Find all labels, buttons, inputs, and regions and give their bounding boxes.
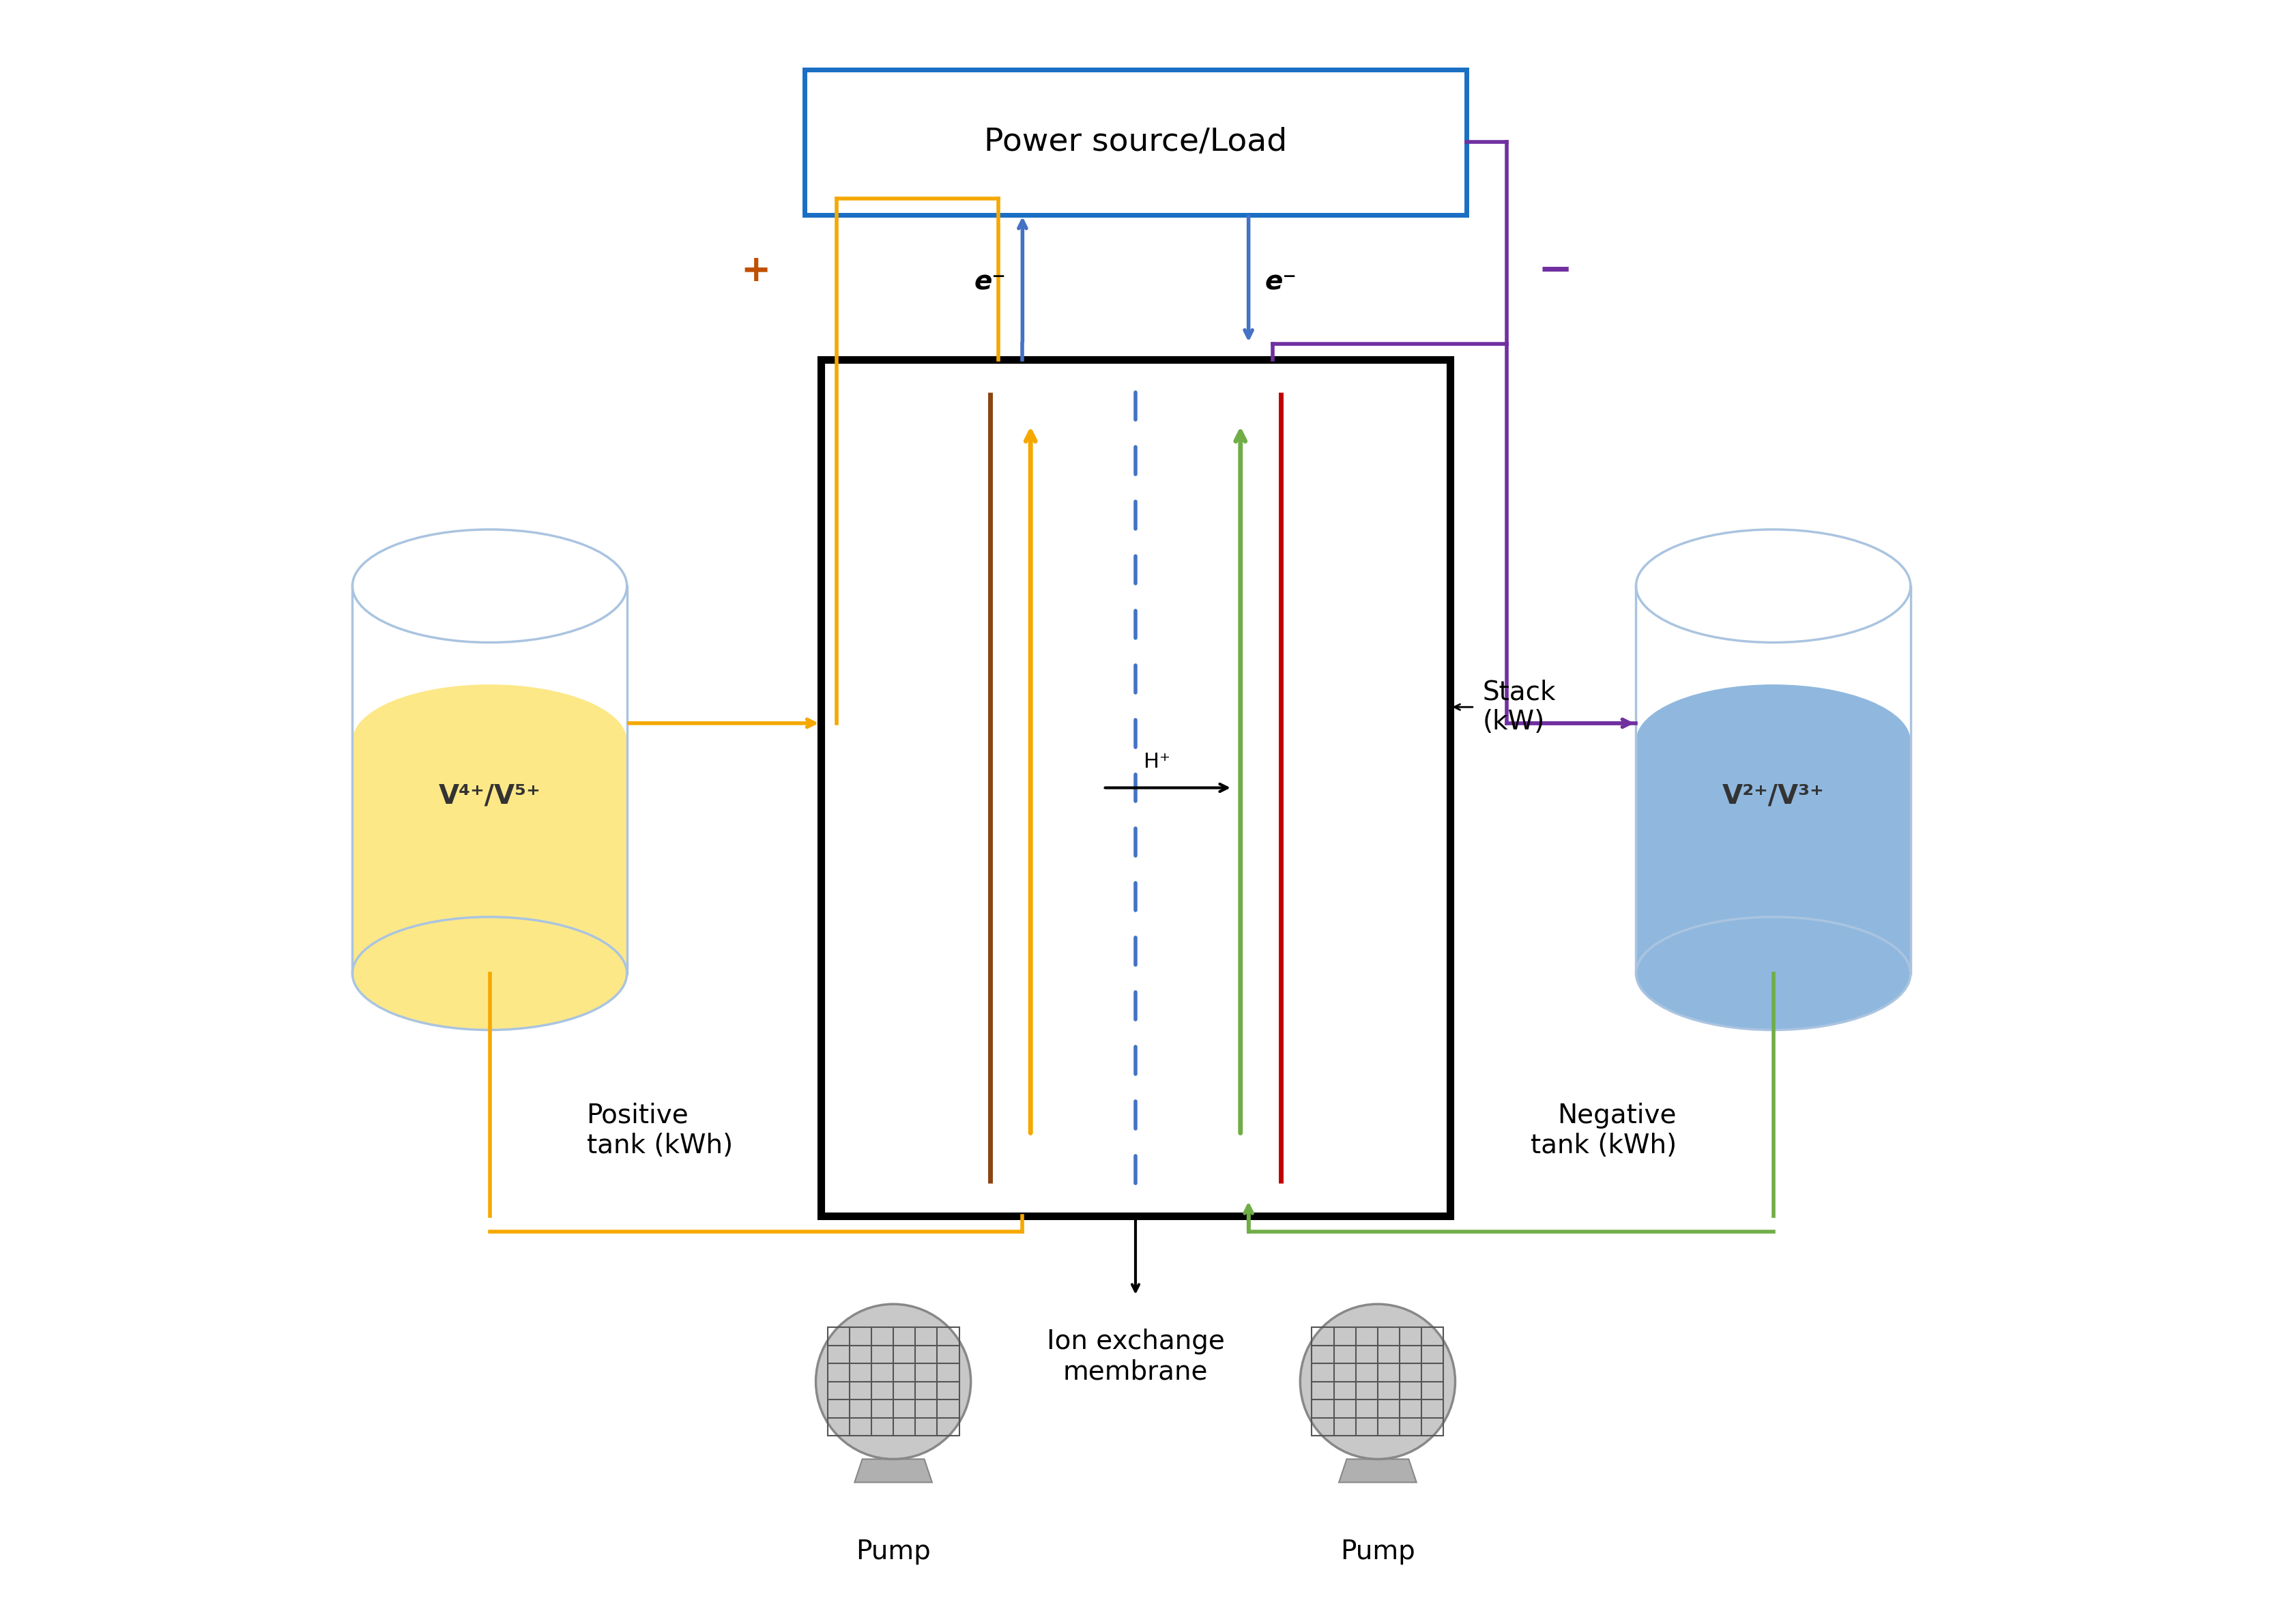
Text: e⁻: e⁻ [1265,270,1297,296]
Ellipse shape [352,918,627,1030]
Polygon shape [352,586,627,973]
Polygon shape [352,741,627,973]
Bar [820,361,1451,1216]
Text: −: − [1537,252,1574,291]
Text: Pump: Pump [856,1538,931,1564]
Polygon shape [1635,586,1910,973]
Ellipse shape [1635,529,1910,643]
Circle shape [1301,1304,1456,1458]
Text: e⁻: e⁻ [974,270,1006,296]
Polygon shape [1340,1458,1417,1483]
Circle shape [815,1304,970,1458]
Text: Pump: Pump [1340,1538,1415,1564]
Polygon shape [1635,741,1910,973]
Text: V⁴⁺/V⁵⁺: V⁴⁺/V⁵⁺ [438,783,540,809]
Text: +: + [740,253,772,289]
Text: V²⁺/V³⁺: V²⁺/V³⁺ [1721,783,1824,809]
Ellipse shape [352,684,627,797]
Text: Ion exchange
membrane: Ion exchange membrane [1047,1328,1224,1385]
Polygon shape [854,1458,931,1483]
Text: Power source/Load: Power source/Load [983,127,1288,158]
Text: Positive
tank (kWh): Positive tank (kWh) [586,1103,734,1158]
Ellipse shape [1635,918,1910,1030]
Ellipse shape [1635,684,1910,797]
FancyBboxPatch shape [804,70,1467,214]
Text: H⁺: H⁺ [1145,752,1170,771]
Text: Negative
tank (kWh): Negative tank (kWh) [1531,1103,1676,1158]
Ellipse shape [352,529,627,643]
Text: Stack
(kW): Stack (kW) [1483,679,1556,736]
